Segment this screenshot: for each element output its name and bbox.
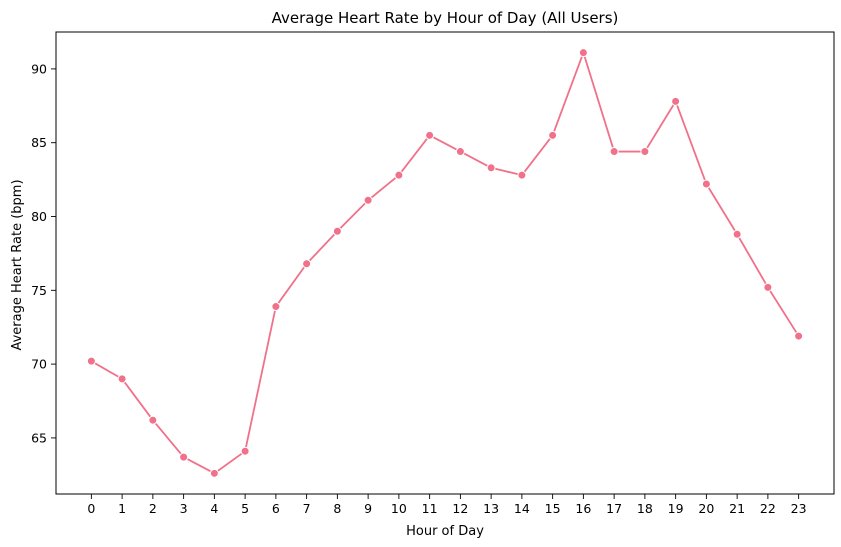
- data-point: [332, 226, 342, 236]
- y-axis-label: Average Heart Rate (bpm): [10, 179, 25, 350]
- x-tick-label: 20: [698, 501, 714, 516]
- data-point: [148, 415, 158, 425]
- data-point: [640, 147, 650, 157]
- data-point: [794, 331, 804, 341]
- data-point: [517, 170, 527, 180]
- x-tick-label: 18: [637, 501, 653, 516]
- y-tick-label: 75: [31, 283, 47, 298]
- data-point: [425, 130, 435, 140]
- data-point: [209, 468, 219, 478]
- x-tick-label: 17: [606, 501, 622, 516]
- x-tick-label: 9: [364, 501, 372, 516]
- data-point: [548, 130, 558, 140]
- x-tick-label: 16: [575, 501, 591, 516]
- data-point: [486, 163, 496, 173]
- data-point: [86, 356, 96, 366]
- x-tick-label: 4: [210, 501, 218, 516]
- x-tick-label: 1: [118, 501, 126, 516]
- plot-frame: [55, 31, 835, 495]
- data-point: [394, 170, 404, 180]
- chart-title: Average Heart Rate by Hour of Day (All U…: [272, 9, 619, 27]
- data-point: [732, 229, 742, 239]
- data-point: [302, 259, 312, 269]
- x-tick-label: 19: [668, 501, 684, 516]
- series-line: [90, 51, 800, 475]
- y-tick-label: 70: [31, 357, 47, 372]
- x-tick-label: 14: [514, 501, 530, 516]
- x-tick-label: 6: [272, 501, 280, 516]
- plot-area: 0 1 2 3 4 5 6 7 8 9 10 11 12 13 14 15 16 17 18 19 20 21 22 2365…: [31, 31, 835, 516]
- data-point: [578, 48, 588, 58]
- x-tick-label: 11: [422, 501, 438, 516]
- x-tick-label: 15: [545, 501, 561, 516]
- data-point: [363, 195, 373, 205]
- x-tick-label: 8: [333, 501, 341, 516]
- x-axis-label: Hour of Day: [406, 524, 484, 539]
- x-tick-label: 7: [303, 501, 311, 516]
- data-point: [701, 179, 711, 189]
- data-point: [271, 302, 281, 312]
- data-point: [240, 446, 250, 456]
- x-tick-label: 23: [791, 501, 807, 516]
- data-point: [609, 147, 619, 157]
- x-tick-label: 3: [180, 501, 188, 516]
- y-tick-label: 90: [31, 61, 47, 76]
- x-tick-label: 22: [760, 501, 776, 516]
- y-tick-label: 65: [31, 430, 47, 445]
- x-tick-label: 2: [149, 501, 157, 516]
- data-point: [671, 96, 681, 106]
- y-tick-label: 85: [31, 135, 47, 150]
- x-tick-label: 21: [729, 501, 745, 516]
- data-point: [455, 147, 465, 157]
- x-tick-label: 13: [483, 501, 499, 516]
- x-tick-label: 0: [87, 501, 95, 516]
- y-tick-label: 80: [31, 209, 47, 224]
- x-tick-label: 5: [241, 501, 249, 516]
- data-point: [763, 282, 773, 292]
- data-point: [117, 374, 127, 384]
- x-tick-label: 10: [391, 501, 407, 516]
- data-point: [179, 452, 189, 462]
- x-tick-label: 12: [452, 501, 468, 516]
